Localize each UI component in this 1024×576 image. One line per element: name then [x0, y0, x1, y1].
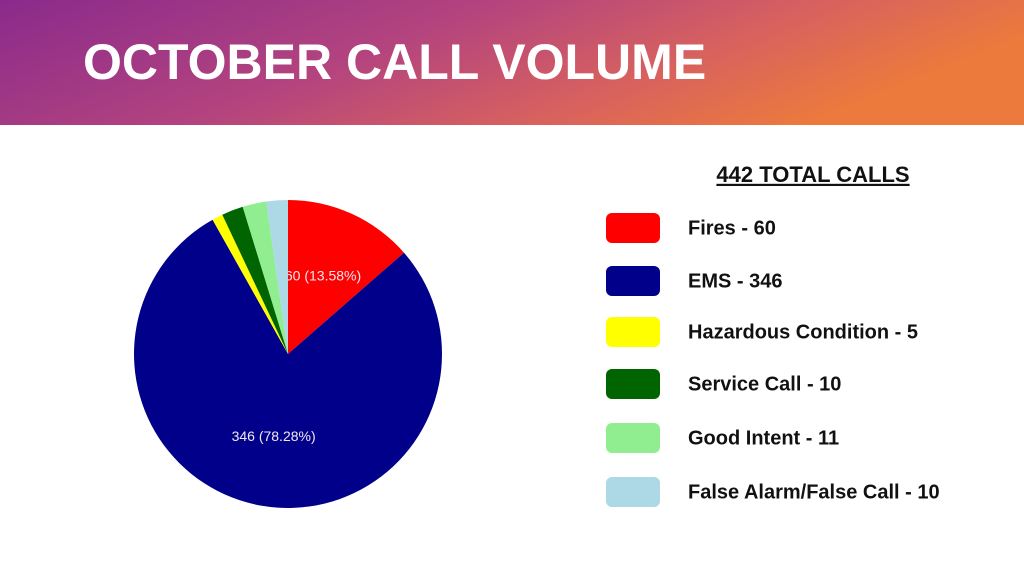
pie-slice: [222, 206, 288, 354]
legend-swatch: [606, 369, 660, 399]
legend-entry: Fires - 60: [688, 217, 776, 239]
value-label: 60 (13.58%): [285, 268, 361, 284]
pie-slice: [288, 200, 404, 354]
legend-swatch: [606, 423, 660, 453]
pie-slice: [134, 219, 443, 508]
pie-slice: [266, 200, 288, 354]
legend-entry: False Alarm/False Call - 10: [688, 481, 940, 503]
legend-swatch: [606, 317, 660, 347]
legend-entry: Service Call - 10: [688, 373, 841, 395]
legend-swatch: [606, 213, 660, 243]
header-band: [0, 0, 1024, 125]
chart-title: OCTOBER CALL VOLUME: [83, 34, 706, 90]
legend-entry: Hazardous Condition - 5: [688, 321, 918, 343]
chart-subtitle: 442 TOTAL CALLS: [716, 162, 909, 187]
legend-swatch: [606, 266, 660, 296]
legend-entry: Good Intent - 11: [688, 427, 839, 449]
pie-slice: [212, 214, 288, 354]
legend-swatch: [606, 477, 660, 507]
value-label: 346 (78.28%): [232, 428, 316, 444]
pie: 60 (13.58%) 346 (78.28%): [134, 200, 443, 508]
pie-slice: [242, 201, 288, 354]
legend-entry: EMS - 346: [688, 270, 782, 292]
legend: Fires - 60 EMS - 346 Hazardous Condition -…: [606, 213, 940, 507]
